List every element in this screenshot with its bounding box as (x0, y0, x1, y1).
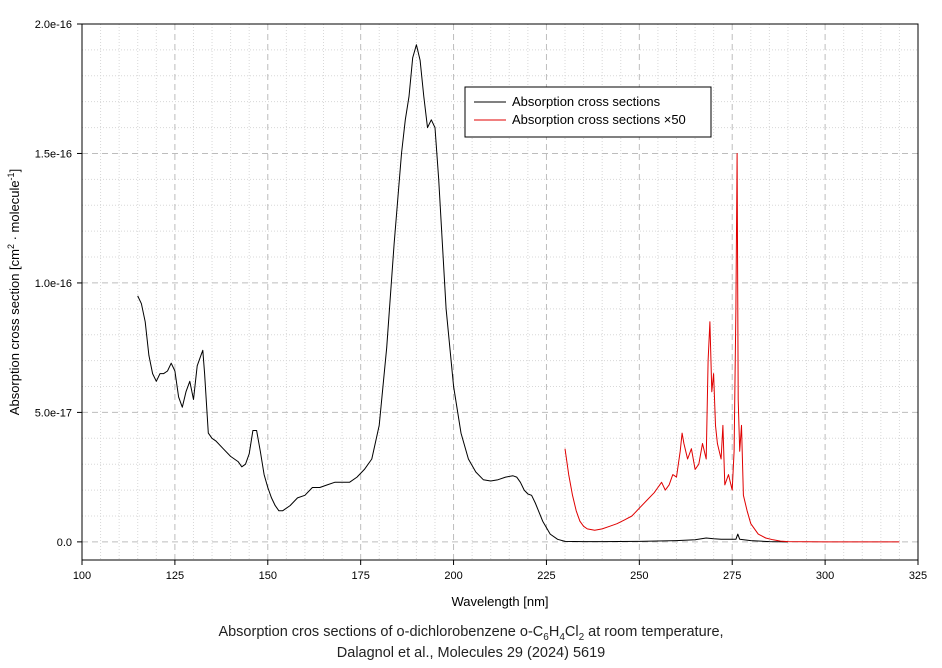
y-tick-label: 0.0 (57, 537, 72, 549)
legend-label-series-1: Absorption cross sections (512, 94, 661, 109)
caption-text-4: at room temperature, (584, 624, 724, 640)
y-axis-title-main: Absorption cross section [cm (7, 249, 22, 415)
caption-line-1: Absorption cros sections of o-dichlorobe… (0, 624, 942, 643)
series-line-1 (137, 44, 789, 543)
series-line-2 (564, 153, 900, 543)
caption-text-2: H (548, 624, 560, 640)
x-axis-title: Wavelength [nm] (451, 594, 548, 609)
x-tick-label: 325 (909, 570, 927, 582)
x-tick-label: 125 (166, 570, 184, 582)
legend: Absorption cross sections Absorption cro… (464, 86, 712, 138)
x-tick-label: 100 (73, 570, 91, 582)
y-axis-title-mid: · molecule (7, 180, 22, 244)
y-tick-label: 5.0e-17 (35, 407, 72, 419)
y-axis-title-sup2: -1 (6, 172, 16, 180)
x-tick-label: 250 (630, 570, 648, 582)
y-axis-title: Absorption cross section [cm2 · molecule… (6, 169, 22, 415)
caption-sub-3: 2 (578, 631, 585, 643)
y-axis-title-end: ] (7, 169, 22, 173)
series-layer (137, 44, 900, 543)
caption-sub-2: 4 (559, 631, 565, 643)
grid (82, 23, 918, 560)
x-tick-label: 300 (816, 570, 834, 582)
y-axis-title-sup1: 2 (6, 244, 16, 249)
y-tick-label: 2.0e-16 (35, 19, 72, 31)
legend-label-series-2: Absorption cross sections ×50 (512, 112, 686, 127)
caption-text-1: Absorption cros sections of o-dichlorobe… (218, 624, 544, 640)
y-tick-label: 1.0e-16 (35, 278, 72, 290)
legend-box (464, 86, 712, 138)
x-tick-label: 175 (351, 570, 369, 582)
x-tick-label: 200 (444, 570, 462, 582)
x-tick-label: 275 (723, 570, 741, 582)
axes: 100 125 150 175 200 225 250 275 300 325 0.0 5.0e-17… (35, 19, 927, 582)
caption-line-2: Dalagnol et al., Molecules 29 (2024) 561… (336, 645, 606, 661)
x-tick-label: 225 (537, 570, 555, 582)
caption-text-3: Cl (564, 624, 579, 640)
y-tick-label: 1.5e-16 (35, 148, 72, 160)
plot-frame (81, 23, 919, 561)
x-tick-label: 150 (259, 570, 277, 582)
caption-sub-1: 6 (543, 631, 549, 643)
